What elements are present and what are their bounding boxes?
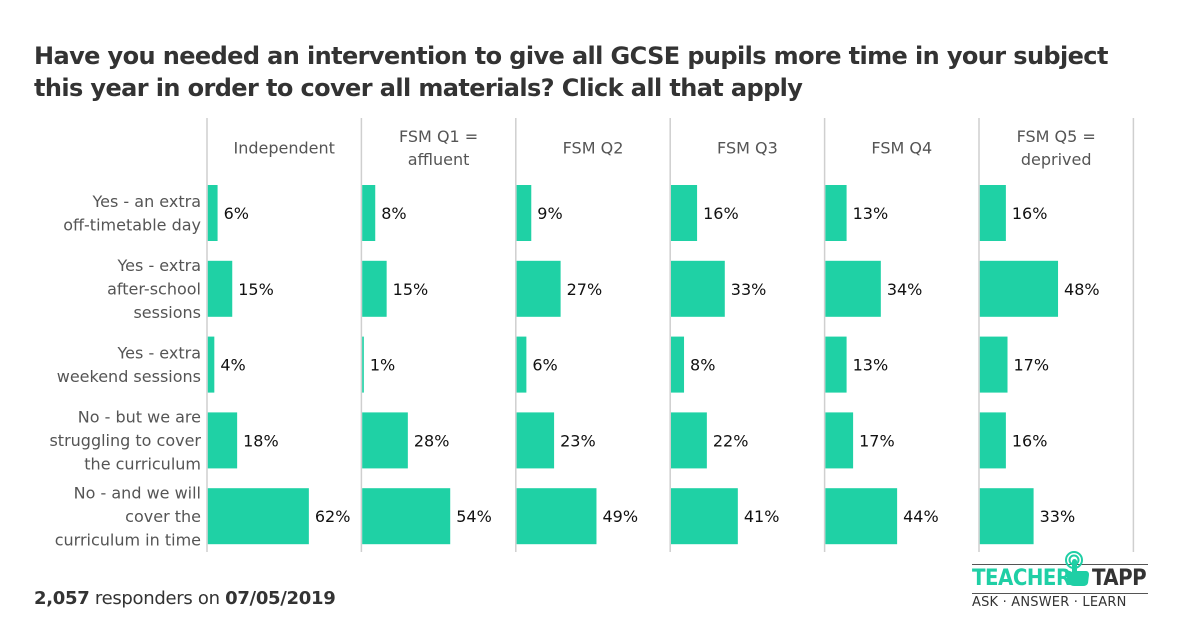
panel-header: FSM Q2: [563, 139, 624, 158]
data-label: 16%: [1012, 204, 1048, 223]
category-label: Yes - extra weekend sessions: [57, 343, 201, 386]
bar: [207, 185, 218, 241]
bar: [362, 185, 376, 241]
data-label: 23%: [560, 431, 596, 450]
category-label: No - but we are struggling to cover the cu…: [49, 408, 201, 474]
bar: [207, 336, 215, 393]
teacher-tapp-logo: TEACHER TAPP ASK · ANSWER · LEARN: [972, 551, 1152, 617]
bar: [979, 185, 1006, 241]
data-label: 48%: [1064, 280, 1100, 299]
data-label: 6%: [224, 204, 249, 223]
data-label: 18%: [243, 431, 279, 450]
data-label: 16%: [703, 204, 739, 223]
bar: [671, 412, 707, 469]
data-label: 22%: [713, 431, 749, 450]
data-label: 13%: [853, 356, 889, 375]
bar: [671, 260, 725, 317]
data-label: 34%: [887, 280, 923, 299]
data-label: 54%: [456, 507, 492, 526]
panel-header: FSM Q5 = deprived: [1017, 127, 1096, 169]
bar: [516, 412, 555, 469]
bar: [825, 488, 898, 545]
data-label: 49%: [602, 507, 638, 526]
bar: [671, 185, 698, 241]
data-label: 17%: [859, 431, 895, 450]
data-label: 4%: [220, 356, 245, 375]
responder-count: 2,057: [34, 588, 90, 609]
bar: [979, 412, 1006, 469]
data-label: 62%: [315, 507, 351, 526]
data-label: 15%: [393, 280, 429, 299]
data-label: 16%: [1012, 431, 1048, 450]
bar: [362, 412, 408, 469]
panel-header: FSM Q3: [717, 139, 778, 158]
bar: [516, 488, 597, 545]
bar: [516, 260, 561, 317]
data-label: 44%: [903, 507, 939, 526]
data-label: 15%: [238, 280, 274, 299]
data-label: 9%: [537, 204, 562, 223]
data-label: 27%: [567, 280, 603, 299]
bar: [516, 185, 532, 241]
bar: [671, 336, 685, 393]
bar: [825, 336, 847, 393]
bar: [979, 488, 1034, 545]
bar: [362, 488, 451, 545]
logo-word-tapp: TAPP: [1092, 566, 1147, 591]
survey-date: 07/05/2019: [225, 588, 336, 609]
data-label: 1%: [370, 356, 395, 375]
category-label: Yes - an extra off-timetable day: [63, 192, 201, 235]
tap-hand-icon: [1065, 551, 1089, 586]
data-label: 33%: [731, 280, 767, 299]
panel-header: FSM Q1 = affluent: [399, 127, 478, 169]
logo-word-teacher: TEACHER: [972, 566, 1071, 591]
bar: [979, 260, 1059, 317]
data-label: 28%: [414, 431, 450, 450]
data-label: 8%: [381, 204, 406, 223]
category-label: No - and we will cover the curriculum in t…: [55, 483, 201, 549]
data-label: 13%: [853, 204, 889, 223]
data-label: 33%: [1040, 507, 1076, 526]
logo-tagline: ASK · ANSWER · LEARN: [972, 595, 1127, 610]
panel-header: FSM Q4: [871, 139, 932, 158]
data-label: 41%: [744, 507, 780, 526]
panel-header: Independent: [233, 139, 334, 158]
bar: [825, 185, 847, 241]
bar: [671, 488, 738, 545]
responders-text: responders on: [89, 588, 226, 609]
data-label: 8%: [690, 356, 715, 375]
bar: [207, 488, 309, 545]
bar: [207, 412, 238, 469]
bar: [362, 260, 387, 317]
bar: [362, 336, 364, 393]
data-label: 6%: [532, 356, 557, 375]
bar: [825, 260, 881, 317]
responders-footer: 2,057 responders on 07/05/2019: [34, 588, 336, 609]
chart-title: Have you needed an intervention to give …: [34, 42, 1108, 102]
bar: [979, 336, 1008, 393]
bar: [516, 336, 527, 393]
data-label: 17%: [1014, 356, 1050, 375]
bar: [825, 412, 854, 469]
bar: [207, 260, 233, 317]
category-label: Yes - extra after-school sessions: [107, 256, 201, 322]
